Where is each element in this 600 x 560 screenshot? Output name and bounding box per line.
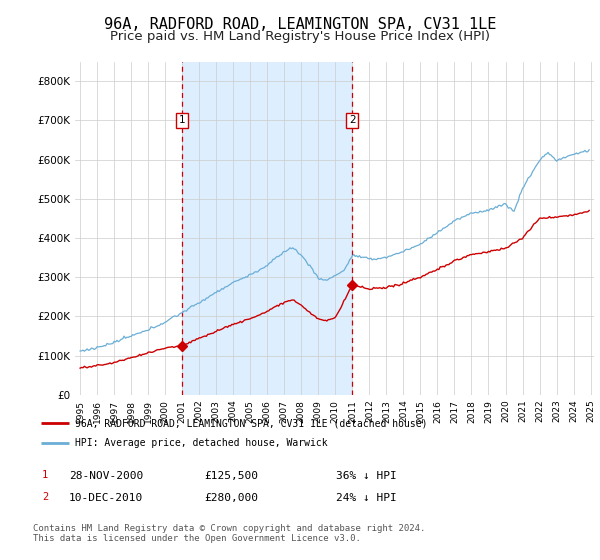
Bar: [182, 62, 352, 395]
Text: 1: 1: [179, 115, 185, 125]
Text: £125,500: £125,500: [204, 471, 258, 481]
Text: HPI: Average price, detached house, Warwick: HPI: Average price, detached house, Warw…: [74, 438, 327, 448]
Text: 36% ↓ HPI: 36% ↓ HPI: [336, 471, 397, 481]
Text: 28-NOV-2000: 28-NOV-2000: [69, 471, 143, 481]
Text: 96A, RADFORD ROAD, LEAMINGTON SPA, CV31 1LE: 96A, RADFORD ROAD, LEAMINGTON SPA, CV31 …: [104, 17, 496, 32]
Text: 2: 2: [42, 492, 48, 502]
Text: 96A, RADFORD ROAD, LEAMINGTON SPA, CV31 1LE (detached house): 96A, RADFORD ROAD, LEAMINGTON SPA, CV31 …: [74, 418, 427, 428]
Text: 2: 2: [349, 115, 356, 125]
Text: Price paid vs. HM Land Registry's House Price Index (HPI): Price paid vs. HM Land Registry's House …: [110, 30, 490, 43]
Text: 24% ↓ HPI: 24% ↓ HPI: [336, 493, 397, 503]
Text: Contains HM Land Registry data © Crown copyright and database right 2024.
This d: Contains HM Land Registry data © Crown c…: [33, 524, 425, 543]
Text: 1: 1: [42, 470, 48, 480]
Text: 10-DEC-2010: 10-DEC-2010: [69, 493, 143, 503]
Text: £280,000: £280,000: [204, 493, 258, 503]
